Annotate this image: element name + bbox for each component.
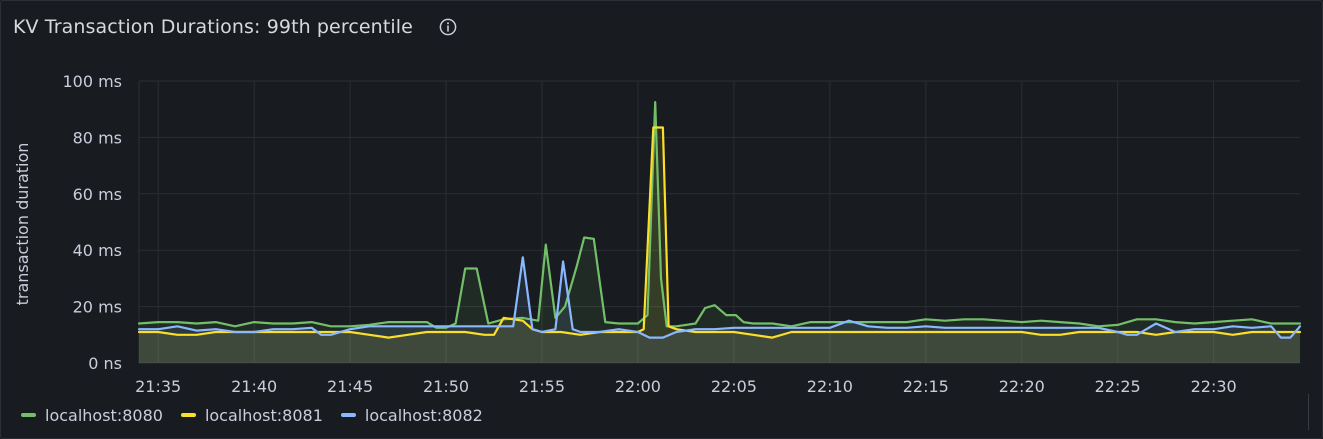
info-circle-icon[interactable]	[439, 18, 457, 36]
y-axis-title: transaction duration	[13, 143, 32, 306]
legend-item[interactable]: localhost:8081	[180, 405, 323, 425]
legend-label: localhost:8080	[45, 405, 163, 425]
legend-label: localhost:8081	[204, 405, 323, 425]
x-tick-label: 22:15	[903, 377, 949, 396]
y-tick-label: 100 ms	[62, 72, 122, 91]
x-tick-label: 21:45	[327, 377, 373, 396]
y-tick-label: 60 ms	[73, 185, 122, 204]
x-tick-label: 21:50	[423, 377, 469, 396]
legend-item[interactable]: localhost:8080	[21, 406, 163, 425]
legend-swatch	[340, 413, 356, 417]
x-tick-label: 21:55	[519, 377, 565, 396]
series-line-localhost-8081	[137, 126, 1302, 339]
x-tick-label: 22:00	[615, 377, 661, 396]
x-tick-label: 22:20	[999, 377, 1045, 396]
x-tick-label: 21:40	[231, 377, 277, 396]
x-tick-label: 22:10	[807, 377, 853, 396]
x-tick-label: 22:25	[1095, 377, 1141, 396]
series-area-1	[139, 102, 1300, 363]
series-line-localhost-8082	[137, 256, 1302, 339]
y-tick-label: 80 ms	[73, 128, 122, 147]
x-tick-label: 22:05	[711, 377, 757, 396]
chart-legend: localhost:8080 localhost:8081 localhost:80…	[21, 404, 483, 426]
y-tick-label: 20 ms	[73, 298, 122, 317]
legend-label: localhost:8082	[364, 405, 483, 425]
legend-swatch	[21, 413, 36, 417]
panel-title: KV Transaction Durations: 99th percentil…	[13, 16, 413, 38]
legend-swatch	[180, 413, 196, 417]
y-tick-label: 40 ms	[73, 241, 122, 260]
legend-item[interactable]: localhost:8082	[340, 405, 483, 425]
y-tick-label: 0 ns	[88, 354, 122, 373]
series-line-localhost-8080	[137, 101, 1302, 329]
resize-handle[interactable]	[1308, 394, 1309, 430]
x-tick-label: 21:35	[135, 377, 181, 396]
series-area-2	[139, 127, 1300, 363]
x-tick-label: 22:30	[1191, 377, 1237, 396]
panel-header: KV Transaction Durations: 99th percentil…	[13, 13, 457, 41]
series-area-3	[139, 257, 1300, 363]
